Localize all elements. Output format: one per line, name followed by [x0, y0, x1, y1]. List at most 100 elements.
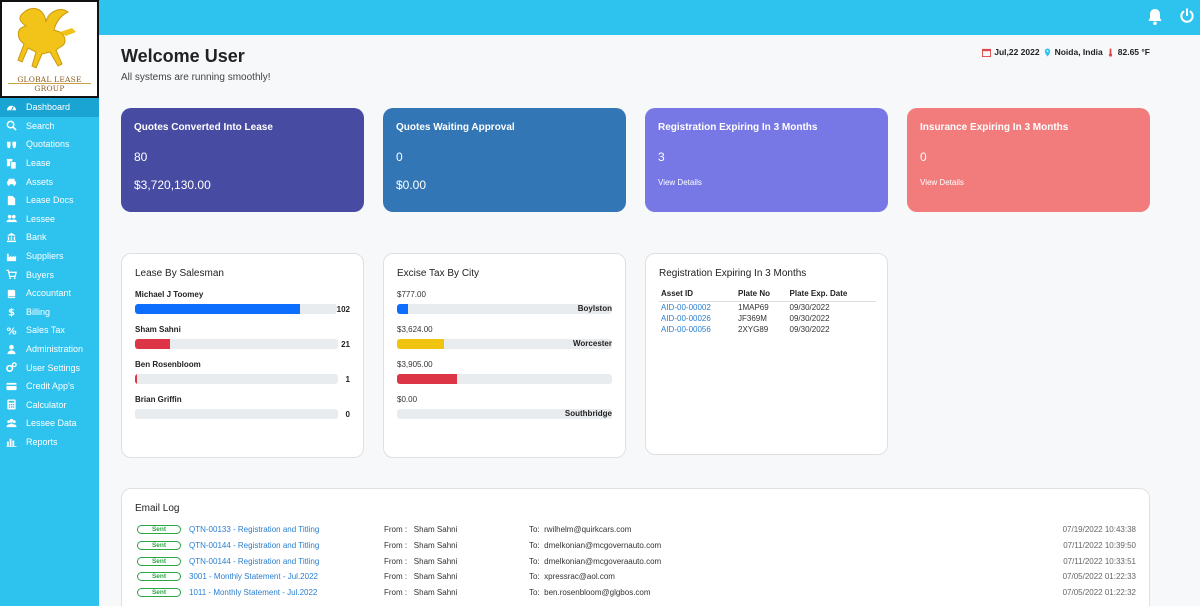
- plate-no: JF369M: [738, 314, 767, 323]
- city-name: Southbridge: [564, 409, 612, 418]
- credit-card-icon: [5, 381, 18, 392]
- top-bar: [0, 0, 1200, 35]
- svg-text:%: %: [6, 327, 16, 336]
- card-insurance-expiring[interactable]: Insurance Expiring In 3 Months 0 View De…: [907, 108, 1150, 212]
- card-title: Quotes Waiting Approval: [396, 122, 515, 133]
- card-title: Insurance Expiring In 3 Months: [920, 122, 1069, 133]
- sidebar-item-billing[interactable]: $ Billing: [0, 303, 99, 322]
- progress-track: [397, 374, 612, 384]
- sidebar-item-administration[interactable]: Administration: [0, 340, 99, 359]
- to-address: dmelkonian@mcgoveraauto.com: [544, 556, 662, 566]
- email-timestamp: 07/19/2022 10:43:38: [1062, 525, 1136, 534]
- card-title: Quotes Converted Into Lease: [134, 122, 273, 133]
- salesman-bar-row: 0: [135, 409, 350, 419]
- copy-icon: [5, 158, 18, 169]
- progress-fill: [135, 374, 138, 384]
- email-from: From : Sham Sahni: [384, 588, 457, 597]
- bell-icon[interactable]: [1145, 7, 1165, 27]
- sidebar-item-label: Lessee Data: [26, 418, 77, 429]
- email-subject-link[interactable]: 3001 - Monthly Statement - Jul.2022: [189, 572, 318, 582]
- dashboard-icon: [5, 102, 18, 113]
- asset-id-link[interactable]: AID-00-00056: [661, 325, 711, 334]
- sidebar-item-lease-docs[interactable]: Lease Docs: [0, 191, 99, 210]
- bank-icon: [5, 232, 18, 243]
- salesman-name: Michael J Toomey: [135, 290, 204, 299]
- sidebar-item-accountant[interactable]: Accountant: [0, 284, 99, 303]
- card-quotes-waiting[interactable]: Quotes Waiting Approval 0 $0.00: [383, 108, 626, 212]
- sidebar-item-credit-apps[interactable]: Credit App's: [0, 377, 99, 396]
- progress-track: [397, 304, 612, 314]
- table-header-row: Asset ID Plate No Plate Exp. Date: [659, 287, 876, 302]
- email-timestamp: 07/11/2022 10:39:50: [1063, 540, 1136, 550]
- users-data-icon: [5, 418, 18, 429]
- to-label: To:: [529, 572, 540, 582]
- users-icon: [5, 213, 18, 224]
- sidebar-item-sales-tax[interactable]: % Sales Tax: [0, 321, 99, 340]
- sidebar-item-label: Reports: [26, 436, 58, 447]
- sidebar-item-assets[interactable]: Assets: [0, 172, 99, 191]
- tax-bar-row: [397, 374, 612, 384]
- email-from: From : Sham Sahni: [384, 541, 457, 550]
- email-subject-link[interactable]: QTN-00144 - Registration and Titling: [189, 556, 320, 566]
- from-label: From :: [384, 572, 408, 582]
- sidebar-item-label: Suppliers: [26, 251, 64, 262]
- email-to: To: rwilhelm@quirkcars.com: [529, 525, 631, 534]
- email-log-row: Sent QTN-00144 - Registration and Titling…: [137, 554, 1136, 569]
- brand-logo[interactable]: GLOBAL LEASE GROUP: [0, 0, 99, 98]
- tax-amount: $0.00: [397, 395, 418, 404]
- sidebar-item-label: Bank: [26, 232, 47, 243]
- email-log-row: Sent QTN-00144 - Registration and Titling…: [137, 538, 1136, 553]
- from-label: From :: [384, 540, 408, 550]
- panel-title: Excise Tax By City: [397, 268, 480, 279]
- status-badge: Sent: [137, 525, 181, 534]
- card-quotes-converted[interactable]: Quotes Converted Into Lease 80 $3,720,13…: [121, 108, 364, 212]
- sidebar-item-search[interactable]: Search: [0, 117, 99, 136]
- sidebar-item-dashboard[interactable]: Dashboard: [0, 98, 99, 117]
- email-log-row: Sent QTN-00133 - Registration and Titling…: [137, 522, 1136, 537]
- plate-exp-date: 09/30/2022: [789, 314, 830, 323]
- asset-id-link[interactable]: AID-00-00002: [661, 303, 711, 312]
- city-name: Boylston: [577, 304, 612, 313]
- date-text: Jul,22 2022: [994, 47, 1040, 57]
- tax-bar-row: Worcester: [397, 339, 612, 349]
- plate-exp-date: 09/30/2022: [789, 303, 830, 312]
- asset-id-link[interactable]: AID-00-00026: [661, 314, 711, 323]
- sidebar-item-quotations[interactable]: Quotations: [0, 135, 99, 154]
- table-row: AID-00-00056 2XYG89 09/30/2022: [659, 324, 876, 335]
- progress-fill: [397, 304, 408, 314]
- email-subject-link[interactable]: QTN-00133 - Registration and Titling: [189, 525, 320, 534]
- view-details-link[interactable]: View Details: [658, 178, 702, 187]
- sidebar-item-bank[interactable]: Bank: [0, 228, 99, 247]
- to-address: dmelkonian@mcgovernauto.com: [544, 540, 662, 550]
- sidebar-item-lease[interactable]: Lease: [0, 154, 99, 173]
- card-registration-expiring[interactable]: Registration Expiring In 3 Months 3 View…: [645, 108, 888, 212]
- excise-tax-panel: Excise Tax By City $777.00 Boylston $3,624…: [383, 253, 626, 458]
- email-subject-link[interactable]: QTN-00144 - Registration and Titling: [189, 540, 320, 550]
- from-name: Sham Sahni: [413, 525, 458, 534]
- sidebar-item-lessee[interactable]: Lessee: [0, 210, 99, 229]
- column-header: Plate No: [736, 287, 788, 302]
- from-name: Sham Sahni: [413, 588, 458, 598]
- sidebar-item-lessee-data[interactable]: Lessee Data: [0, 414, 99, 433]
- card-count: 80: [134, 150, 148, 164]
- tax-amount: $777.00: [397, 290, 426, 299]
- email-subject-link[interactable]: 1011 - Monthly Statement - Jul.2022: [189, 588, 318, 598]
- sidebar-item-suppliers[interactable]: Suppliers: [0, 247, 99, 266]
- registration-panel: Registration Expiring In 3 Months Asset …: [645, 253, 888, 455]
- power-icon[interactable]: [1178, 7, 1198, 27]
- view-details-link[interactable]: View Details: [920, 178, 964, 187]
- to-address: xpressrac@aol.com: [544, 572, 615, 582]
- to-address: ben.rosenbloom@glgbos.com: [544, 588, 651, 598]
- quote-icon: [5, 139, 18, 150]
- sidebar-item-buyers[interactable]: Buyers: [0, 265, 99, 284]
- sidebar-item-calculator[interactable]: Calculator: [0, 396, 99, 415]
- page-title: Welcome User: [121, 46, 245, 66]
- salesman-lease-count: 0: [345, 409, 350, 419]
- sidebar-item-user-settings[interactable]: User Settings: [0, 358, 99, 377]
- progress-fill: [135, 304, 301, 314]
- email-to: To: dmelkonian@mcgovernauto.com: [529, 541, 661, 550]
- email-log-row: Sent 3001 - Monthly Statement - Jul.2022 F…: [137, 569, 1136, 584]
- sidebar-item-reports[interactable]: Reports: [0, 433, 99, 452]
- sidebar-item-label: Search: [26, 120, 55, 131]
- email-timestamp: 07/05/2022 01:22:32: [1062, 588, 1136, 598]
